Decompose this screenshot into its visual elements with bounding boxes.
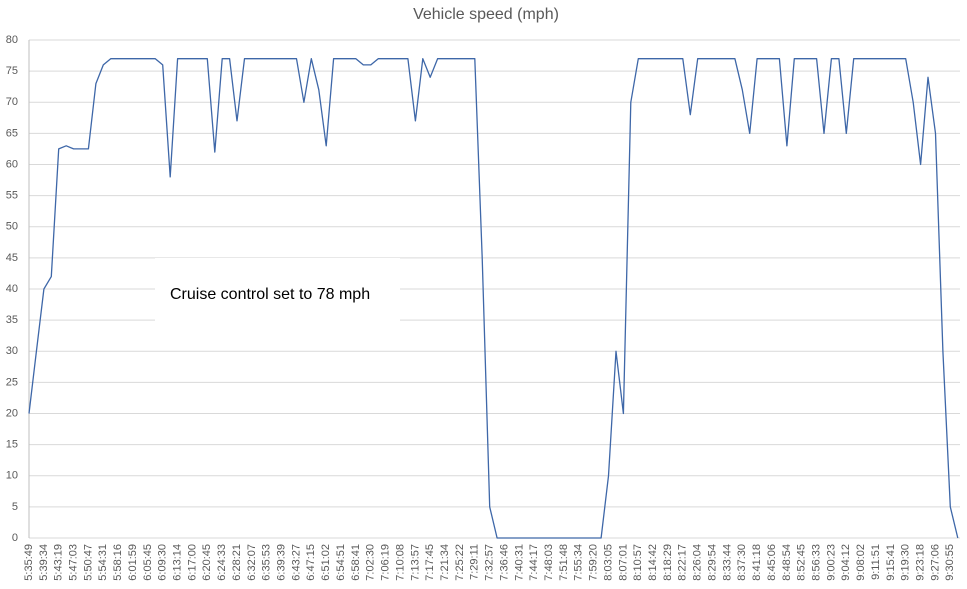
x-tick-label: 7:17:45	[424, 544, 436, 581]
x-tick-label: 8:52:45	[796, 544, 808, 581]
x-tick-label: 7:06:19	[380, 544, 392, 581]
x-tick-label: 8:26:04	[692, 544, 704, 581]
x-tick-label: 7:13:57	[409, 544, 421, 581]
x-tick-label: 6:28:21	[231, 544, 243, 581]
y-tick-label: 0	[12, 532, 18, 544]
x-tick-label: 8:33:44	[721, 544, 733, 581]
x-tick-label: 5:54:31	[97, 544, 109, 581]
y-tick-label: 60	[6, 158, 18, 170]
y-tick-label: 80	[6, 34, 18, 46]
x-tick-label: 5:47:03	[67, 544, 79, 581]
x-tick-label: 9:00:23	[825, 544, 837, 581]
x-tick-label: 7:02:30	[365, 544, 377, 581]
x-tick-label: 7:59:20	[588, 544, 600, 581]
x-tick-label: 8:48:54	[781, 544, 793, 581]
x-tick-label: 6:09:30	[157, 544, 169, 581]
x-tick-label: 7:36:46	[498, 544, 510, 581]
annotation: Cruise control set to 78 mph	[170, 286, 370, 303]
x-tick-label: 7:55:34	[573, 544, 585, 581]
x-tick-label: 8:56:33	[810, 544, 822, 581]
x-tick-label: 6:35:53	[261, 544, 273, 581]
x-tick-label: 6:20:45	[201, 544, 213, 581]
chart-title: Vehicle speed (mph)	[413, 6, 559, 23]
x-tick-label: 9:04:12	[840, 544, 852, 581]
data-line	[28, 58, 959, 539]
y-tick-label: 15	[6, 439, 18, 451]
x-tick-label: 7:51:48	[558, 544, 570, 581]
x-tick-label: 8:07:01	[617, 544, 629, 581]
x-tick-label: 5:43:19	[53, 544, 65, 581]
x-tick-label: 6:32:07	[246, 544, 258, 581]
x-tick-label: 9:11:51	[870, 544, 882, 580]
y-tick-label: 45	[6, 252, 18, 264]
y-tick-label: 5	[12, 501, 18, 513]
x-tick-label: 7:29:11	[469, 544, 481, 580]
x-tick-label: 6:39:39	[276, 544, 288, 581]
x-tick-label: 9:30:55	[944, 544, 956, 581]
x-tick-label: 6:54:51	[335, 544, 347, 581]
x-tick-label: 7:40:31	[513, 544, 525, 581]
x-tick-label: 7:21:34	[439, 544, 451, 581]
y-tick-label: 35	[6, 314, 18, 326]
x-tick-label: 5:39:34	[38, 544, 50, 581]
x-tick-label: 8:14:42	[647, 544, 659, 581]
x-tick-label: 6:43:27	[290, 544, 302, 581]
annotation-box	[155, 258, 400, 322]
y-tick-label: 70	[6, 96, 18, 108]
x-tick-label: 8:37:30	[736, 544, 748, 581]
x-tick-label: 8:29:54	[706, 544, 718, 581]
x-tick-label: 8:41:18	[751, 544, 763, 581]
x-tick-label: 9:08:02	[855, 544, 867, 581]
y-tick-label: 50	[6, 221, 18, 233]
y-tick-label: 65	[6, 127, 18, 139]
x-tick-label: 6:58:41	[350, 544, 362, 581]
x-tick-label: 7:10:08	[394, 544, 406, 581]
x-tick-label: 5:35:49	[23, 544, 35, 581]
x-tick-label: 9:15:41	[885, 544, 897, 581]
x-tick-label: 5:50:47	[82, 544, 94, 581]
x-tick-label: 6:24:33	[216, 544, 228, 581]
x-tick-label: 7:25:22	[454, 544, 466, 581]
x-tick-label: 9:27:06	[929, 544, 941, 581]
x-tick-label: 5:58:16	[112, 544, 124, 581]
x-tick-label: 6:01:59	[127, 544, 139, 581]
x-tick-label: 8:22:17	[677, 544, 689, 581]
x-tick-label: 6:51:02	[320, 544, 332, 581]
x-tick-label: 6:47:15	[305, 544, 317, 581]
y-tick-label: 10	[6, 470, 18, 482]
x-tick-label: 8:03:05	[602, 544, 614, 581]
x-tick-label: 7:32:57	[484, 544, 496, 581]
x-tick-label: 7:48:03	[543, 544, 555, 581]
y-tick-label: 55	[6, 190, 18, 202]
y-tick-label: 40	[6, 283, 18, 295]
y-tick-label: 20	[6, 407, 18, 419]
y-tick-label: 30	[6, 345, 18, 357]
x-tick-label: 6:05:45	[142, 544, 154, 581]
x-tick-label: 9:23:18	[915, 544, 927, 581]
x-tick-label: 8:45:06	[766, 544, 778, 581]
y-tick-label: 75	[6, 65, 18, 77]
x-tick-label: 6:17:00	[186, 544, 198, 581]
x-tick-label: 7:44:17	[528, 544, 540, 581]
x-tick-label: 8:10:57	[632, 544, 644, 581]
x-tick-label: 8:18:29	[662, 544, 674, 581]
y-tick-label: 25	[6, 376, 18, 388]
x-tick-label: 9:19:30	[900, 544, 912, 581]
x-tick-label: 6:13:14	[172, 544, 184, 581]
